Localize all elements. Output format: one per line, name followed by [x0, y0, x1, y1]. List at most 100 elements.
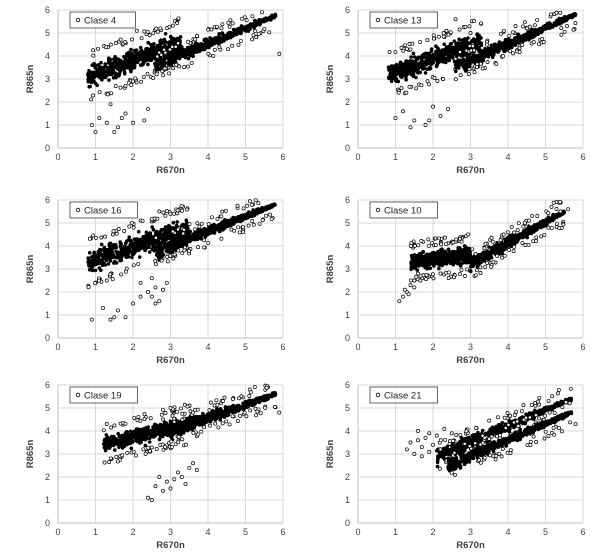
data-point [135, 29, 138, 32]
data-point [255, 208, 258, 211]
data-point [115, 261, 118, 264]
data-point [177, 42, 180, 45]
data-point [217, 42, 220, 45]
data-point [447, 271, 450, 274]
data-point [231, 44, 234, 47]
data-point [410, 268, 413, 271]
data-point [168, 72, 171, 75]
data-point [154, 263, 157, 266]
data-point [91, 265, 94, 268]
x-tick-label: 5 [543, 342, 548, 352]
data-point [177, 249, 180, 252]
data-point [159, 233, 162, 236]
data-point [154, 236, 157, 239]
data-point [88, 79, 91, 82]
data-point [188, 223, 191, 226]
data-point [132, 264, 135, 267]
data-point [180, 53, 183, 56]
data-point [161, 61, 164, 64]
x-tick-label: 1 [93, 152, 98, 162]
data-point [536, 215, 539, 218]
data-point [152, 32, 155, 35]
data-point [457, 246, 460, 249]
data-point [187, 40, 190, 43]
data-point [133, 66, 136, 69]
data-point [92, 234, 95, 237]
data-point [507, 248, 510, 251]
data-point [559, 11, 562, 14]
data-point [194, 228, 197, 231]
data-point [218, 46, 221, 49]
data-point [572, 28, 575, 31]
data-point [137, 238, 140, 241]
data-point [391, 73, 394, 76]
data-point [142, 238, 145, 241]
data-point [146, 72, 149, 75]
data-point [531, 214, 534, 217]
data-point [539, 30, 542, 33]
data-point [134, 246, 137, 249]
data-point [459, 74, 462, 77]
data-point [187, 57, 190, 60]
x-tick-label: 0 [355, 152, 360, 162]
data-point [172, 221, 175, 224]
data-point [112, 230, 115, 233]
x-tick-label: 3 [168, 342, 173, 352]
data-point [141, 219, 144, 222]
x-tick-label: 4 [205, 152, 210, 162]
data-point [174, 45, 177, 48]
data-point [518, 47, 521, 50]
data-point [115, 76, 118, 79]
data-point [92, 49, 95, 52]
x-tick-label: 2 [430, 152, 435, 162]
data-point [471, 262, 474, 265]
data-point [94, 130, 97, 133]
data-point [447, 248, 450, 251]
data-point [92, 94, 95, 97]
data-point [168, 60, 171, 63]
data-point [143, 55, 146, 58]
data-point [158, 51, 161, 54]
data-point [446, 107, 449, 110]
data-point [403, 62, 406, 65]
legend: Clase 16 [70, 202, 138, 218]
data-point [471, 258, 474, 261]
data-point [394, 117, 397, 120]
x-tick-label: 6 [580, 152, 585, 162]
data-point [549, 13, 552, 16]
data-point [132, 250, 135, 253]
data-point [199, 235, 202, 238]
data-point [183, 238, 186, 241]
data-point [164, 51, 167, 54]
data-point [414, 264, 417, 267]
data-point [203, 239, 206, 242]
data-point [146, 63, 149, 66]
data-point [129, 250, 132, 253]
data-point [158, 210, 161, 213]
data-point [438, 263, 441, 266]
data-point [463, 274, 466, 277]
data-point [447, 277, 450, 280]
data-point [473, 19, 476, 22]
data-point [454, 57, 457, 60]
y-tick-label: 6 [45, 195, 50, 205]
data-point [130, 83, 133, 86]
data-point [107, 255, 110, 258]
data-point [250, 214, 253, 217]
data-point [427, 244, 430, 247]
data-point [428, 66, 431, 69]
data-point [533, 226, 536, 229]
data-point [117, 74, 120, 77]
data-point [218, 224, 221, 227]
data-point [120, 273, 123, 276]
data-point [420, 264, 423, 267]
data-point [458, 273, 461, 276]
data-point [486, 52, 489, 55]
data-point [524, 243, 527, 246]
data-point [435, 65, 438, 68]
data-point [233, 229, 236, 232]
y-tick-label: 5 [45, 28, 50, 38]
data-point [164, 44, 167, 47]
data-point [441, 52, 444, 55]
